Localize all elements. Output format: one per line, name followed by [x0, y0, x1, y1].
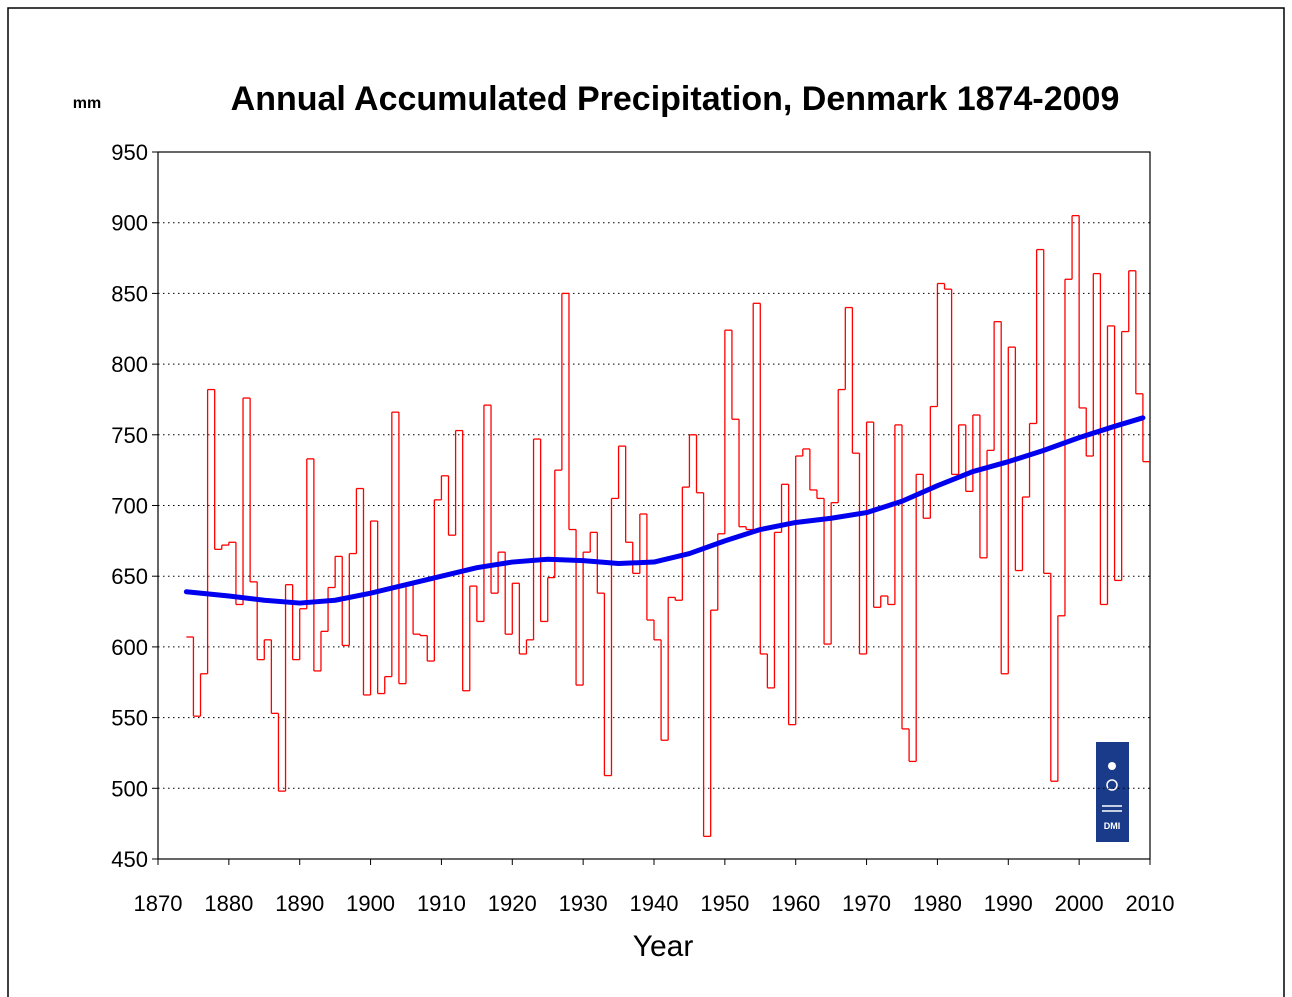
step-connector — [192, 215, 1144, 837]
trend-line — [183, 415, 1146, 606]
logo-waves — [1102, 805, 1122, 812]
x-tick-label: 1930 — [559, 891, 608, 916]
y-axis-label: mm — [73, 95, 101, 112]
logo-sun — [1106, 779, 1118, 791]
x-tick-label: 2010 — [1126, 891, 1175, 916]
x-tick-label: 1900 — [346, 891, 395, 916]
y-tick-label: 850 — [111, 281, 148, 306]
x-tick-label: 2000 — [1055, 891, 1104, 916]
logo-box — [1096, 742, 1129, 842]
x-axis-label: Year — [633, 930, 694, 963]
frame — [7, 7, 1285, 997]
x-tick-label: 1890 — [275, 891, 324, 916]
y-tick-label: 550 — [111, 706, 148, 731]
x-tick-label: 1990 — [984, 891, 1033, 916]
y-tick-label: 450 — [111, 847, 148, 872]
logo: DMI — [1096, 742, 1129, 842]
x-tick-label: 1880 — [204, 891, 253, 916]
x-tick-label: 1870 — [134, 891, 183, 916]
y-tick-label: 900 — [111, 211, 148, 236]
y-tick-label: 800 — [111, 352, 148, 377]
y-tick-label: 650 — [111, 564, 148, 589]
chart-title: Annual Accumulated Precipitation, Denmar… — [231, 80, 1120, 118]
x-tick-label: 1980 — [913, 891, 962, 916]
logo-text: DMI — [1104, 821, 1121, 831]
x-tick-label: 1910 — [417, 891, 466, 916]
plot-area — [157, 151, 1151, 860]
x-tick-label: 1960 — [771, 891, 820, 916]
x-tick-label: 1920 — [488, 891, 537, 916]
y-tick-label: 700 — [111, 494, 148, 519]
logo-crown — [1108, 762, 1116, 770]
y-tick-label: 600 — [111, 635, 148, 660]
y-tick-label: 950 — [111, 140, 148, 165]
x-tick-label: 1970 — [842, 891, 891, 916]
x-tick-label: 1940 — [630, 891, 679, 916]
y-tick-label: 500 — [111, 776, 148, 801]
y-tick-label: 750 — [111, 423, 148, 448]
x-tick-label: 1950 — [700, 891, 749, 916]
